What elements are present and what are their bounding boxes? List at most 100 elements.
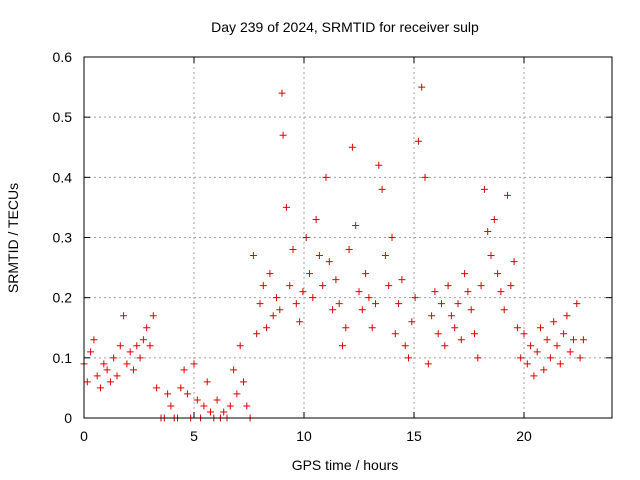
data-point [177, 384, 185, 392]
data-point [484, 227, 492, 235]
y-tick-label: 0.6 [53, 49, 73, 65]
y-tick-label: 0.5 [53, 109, 73, 125]
data-point [319, 282, 327, 290]
data-point [292, 300, 300, 308]
data-point [424, 360, 432, 368]
data-point [282, 203, 290, 211]
grid-lines [84, 57, 612, 418]
data-point [83, 378, 91, 386]
data-point [543, 336, 551, 344]
data-point [315, 252, 323, 260]
data-point [230, 366, 238, 374]
data-point [388, 234, 396, 241]
data-point [438, 300, 445, 308]
data-point [329, 306, 337, 314]
data-point [233, 390, 241, 398]
data-point [90, 336, 98, 344]
data-point [527, 342, 535, 350]
data-point [259, 282, 267, 290]
data-point [457, 336, 465, 344]
data-point [190, 360, 198, 368]
data-point [510, 258, 518, 266]
data-point [391, 330, 399, 338]
data-point [133, 342, 141, 350]
data-point [136, 354, 144, 362]
data-point [474, 354, 482, 362]
data-point [411, 294, 419, 302]
chart-title: Day 239 of 2024, SRMTID for receiver sul… [211, 19, 479, 35]
data-point [451, 324, 459, 332]
data-point [378, 185, 386, 193]
data-point [322, 173, 330, 181]
data-points [80, 83, 587, 422]
data-point [467, 306, 475, 314]
data-point [103, 366, 111, 374]
data-point [381, 252, 389, 260]
data-point [579, 336, 587, 344]
data-point [537, 324, 544, 332]
data-point [309, 294, 317, 302]
data-point [576, 354, 584, 362]
x-tick-label: 20 [516, 428, 532, 444]
data-point [441, 342, 449, 350]
data-point [213, 396, 221, 404]
data-point [123, 360, 131, 368]
data-point [332, 276, 340, 284]
data-point [193, 396, 201, 404]
data-point [253, 330, 261, 338]
data-point [560, 330, 568, 338]
data-point [507, 282, 515, 290]
data-point [345, 246, 353, 254]
axis-ticks: 0 0.1 0.2 0.3 0.4 0.5 0.6 0 5 10 15 20 [53, 49, 612, 444]
data-point [517, 354, 525, 362]
x-tick-label: 10 [296, 428, 312, 444]
data-point [500, 306, 508, 314]
data-point [444, 282, 452, 290]
data-point [180, 366, 188, 374]
data-point [207, 408, 214, 416]
data-point [553, 342, 561, 350]
data-point [530, 372, 538, 380]
data-point [299, 288, 307, 296]
data-point [464, 288, 472, 296]
data-point [278, 89, 286, 97]
data-point [130, 366, 137, 374]
data-point [533, 348, 541, 356]
data-point [116, 342, 124, 350]
data-point [494, 270, 502, 278]
data-point [573, 300, 581, 308]
data-point [434, 330, 442, 338]
data-point [289, 246, 297, 254]
data-point [126, 348, 134, 356]
data-point [325, 258, 333, 266]
data-point [563, 312, 571, 320]
data-point [454, 300, 462, 308]
data-point [342, 324, 350, 332]
data-point [405, 354, 412, 362]
data-point [110, 354, 118, 362]
data-point [362, 270, 370, 278]
data-point [368, 324, 376, 332]
data-point [183, 390, 191, 398]
data-point [461, 270, 469, 278]
data-point [306, 270, 313, 278]
data-point [355, 288, 363, 296]
data-point [87, 348, 95, 356]
plot-frame [83, 56, 613, 419]
data-point [236, 342, 244, 350]
data-point [220, 408, 228, 416]
data-point [385, 282, 393, 290]
x-tick-label: 5 [190, 428, 198, 444]
data-point [375, 161, 383, 169]
data-point [540, 366, 548, 374]
data-point [164, 390, 172, 398]
y-tick-label: 0.4 [53, 169, 73, 185]
x-tick-label: 15 [406, 428, 422, 444]
y-axis-label: SRMTID / TECUs [5, 183, 21, 293]
data-point [302, 234, 310, 241]
data-point [106, 378, 114, 386]
data-point [570, 336, 577, 344]
data-point [120, 312, 128, 320]
data-point [139, 336, 147, 344]
data-point [273, 294, 280, 302]
